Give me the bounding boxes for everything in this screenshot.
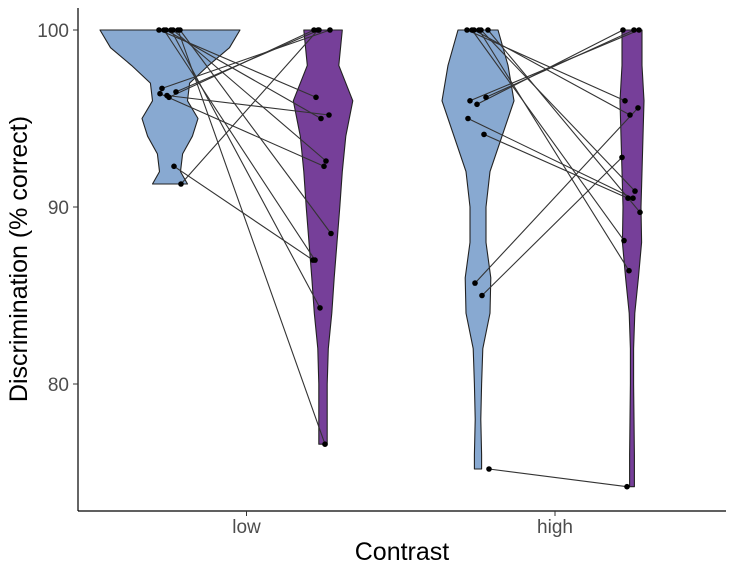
data-point-high-right [631, 27, 637, 33]
pair-line-low [165, 29, 322, 119]
data-point-low-left [156, 27, 162, 33]
violin-high-left [441, 29, 515, 470]
x-ticks: low high [232, 511, 573, 538]
data-point-low-right [328, 230, 334, 237]
data-point-high-right [627, 112, 633, 118]
pair-line-low [180, 29, 319, 185]
data-point-high-right [625, 195, 631, 201]
y-axis-title: Discrimination (% correct) [5, 116, 33, 402]
pair-line-high [481, 157, 623, 296]
pair-line-low [177, 29, 326, 445]
data-point-high-right [624, 483, 630, 490]
data-point-low-right [310, 257, 316, 263]
data-point-low-left [159, 85, 165, 92]
data-point-high-left [469, 27, 475, 33]
pair-line-low [173, 165, 314, 261]
data-point-high-right [626, 267, 632, 274]
data-point-low-left [175, 27, 181, 33]
y-ticks: 80 90 100 [37, 21, 78, 396]
data-point-high-right [621, 237, 627, 244]
pair-line-low [163, 29, 316, 261]
data-point-low-left [161, 27, 167, 33]
y-tick-label: 90 [48, 198, 69, 219]
x-tick-label: low [232, 517, 261, 538]
pair-line-high [483, 133, 629, 199]
data-point-high-right [632, 188, 638, 194]
data-point-high-left [474, 101, 480, 108]
data-point-low-right [326, 112, 332, 118]
data-point-high-left [481, 131, 487, 138]
data-point-low-left [164, 92, 170, 99]
data-point-high-right [622, 98, 628, 104]
data-point-high-right [635, 105, 641, 111]
y-tick-label: 100 [37, 21, 69, 42]
pair-line-low [179, 29, 332, 234]
pair-line-high [478, 29, 630, 271]
data-point-high-left [485, 27, 491, 33]
pair-lines [158, 29, 641, 488]
data-points [156, 27, 643, 490]
data-point-low-right [317, 305, 323, 311]
data-point-high-right [619, 154, 625, 161]
data-point-low-left [171, 163, 177, 170]
data-point-low-right [315, 27, 321, 33]
data-point-high-left [486, 466, 492, 472]
data-point-high-left [476, 27, 482, 33]
data-point-high-right [637, 209, 643, 216]
data-point-high-left [472, 280, 478, 286]
data-point-low-right [327, 27, 333, 33]
y-tick-label: 80 [48, 375, 69, 396]
data-point-high-left [467, 98, 473, 104]
violin-low-right [292, 29, 354, 445]
pair-line-high [488, 468, 628, 488]
violin-low-left [99, 29, 241, 185]
pair-line-low [159, 93, 325, 167]
violins [99, 29, 645, 488]
pair-line-low [166, 94, 330, 116]
pair-line-low [161, 29, 331, 89]
data-point-low-right [313, 94, 319, 101]
data-point-high-left [479, 292, 485, 299]
data-point-low-right [318, 115, 324, 122]
data-point-low-right [321, 163, 327, 170]
data-point-low-left [168, 27, 174, 33]
pair-line-high [466, 29, 626, 102]
data-point-low-left [173, 89, 179, 95]
pair-line-low [175, 29, 320, 93]
x-tick-label: high [537, 517, 573, 538]
pair-line-low [172, 29, 327, 162]
pair-line-high [474, 107, 639, 284]
data-point-low-right [322, 441, 328, 448]
data-point-high-left [483, 94, 489, 101]
data-point-low-right [311, 27, 317, 33]
pair-line-high [471, 29, 625, 241]
data-point-low-left [178, 181, 184, 187]
data-point-low-left [157, 90, 163, 97]
data-point-high-right [620, 27, 626, 33]
data-point-high-right [636, 27, 642, 33]
pair-line-high [476, 29, 624, 105]
x-axis-title: Contrast [355, 538, 450, 566]
data-point-low-right [323, 158, 329, 164]
pair-line-high [487, 29, 641, 213]
pair-line-high [480, 29, 636, 192]
pair-line-high [467, 118, 634, 199]
data-point-high-right [630, 195, 636, 201]
data-point-high-left [465, 115, 471, 122]
data-point-high-left [464, 27, 470, 33]
